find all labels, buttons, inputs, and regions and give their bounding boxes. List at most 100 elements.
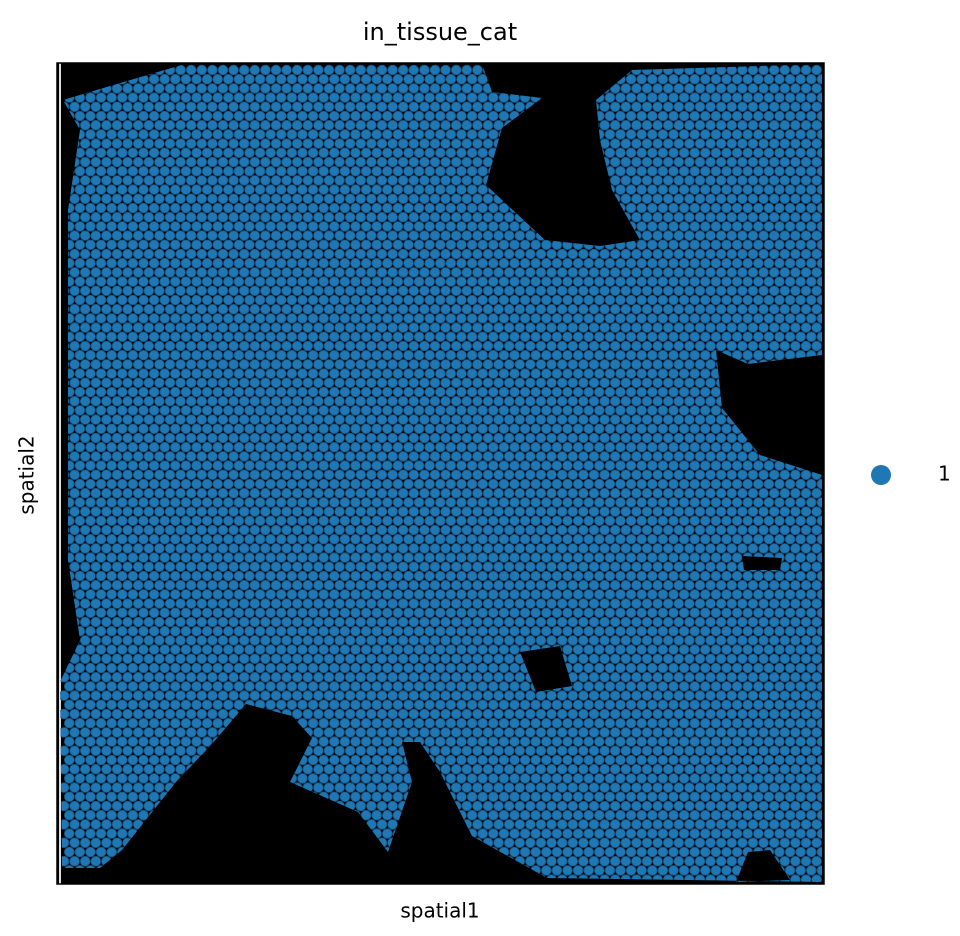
spot — [165, 360, 175, 370]
spot — [435, 350, 445, 360]
spot — [112, 617, 122, 627]
spot — [801, 268, 811, 278]
spot — [255, 93, 265, 103]
spot — [86, 295, 96, 305]
spot — [679, 516, 689, 526]
spot — [457, 387, 467, 397]
spot — [139, 166, 149, 176]
spot — [700, 74, 710, 84]
spot — [80, 599, 90, 609]
spot — [727, 194, 737, 204]
spot — [398, 396, 408, 406]
spot — [420, 84, 430, 94]
spot — [266, 74, 276, 84]
spot — [642, 231, 652, 241]
spot — [192, 369, 202, 379]
spot — [716, 323, 726, 333]
spot — [102, 323, 112, 333]
spot — [292, 176, 302, 186]
spot — [462, 378, 472, 388]
spot — [409, 470, 419, 480]
spot — [732, 277, 742, 287]
spot — [298, 498, 308, 508]
spot — [335, 231, 345, 241]
spot — [653, 139, 663, 149]
spot — [303, 249, 313, 259]
spot — [536, 452, 546, 462]
spot — [435, 571, 445, 581]
spot — [616, 498, 626, 508]
spot — [446, 130, 456, 140]
spot — [425, 571, 435, 581]
spot — [801, 84, 811, 94]
spot — [425, 498, 435, 508]
spot — [435, 332, 445, 342]
spot — [621, 433, 631, 443]
spot — [229, 249, 239, 259]
spot — [335, 544, 345, 554]
spot — [192, 203, 202, 213]
spot — [499, 516, 509, 526]
spot — [610, 415, 620, 425]
spot — [446, 93, 456, 103]
spot — [658, 295, 668, 305]
spot — [282, 194, 292, 204]
spot — [425, 222, 435, 232]
spot — [123, 396, 133, 406]
spot — [796, 314, 806, 324]
spot — [250, 176, 260, 186]
spot — [250, 360, 260, 370]
spot — [340, 424, 350, 434]
spot — [351, 185, 361, 195]
spot — [165, 654, 175, 664]
spot — [478, 461, 488, 471]
spot — [165, 672, 175, 682]
spot — [753, 166, 763, 176]
spot — [451, 452, 461, 462]
spot — [504, 212, 514, 222]
spot — [637, 332, 647, 342]
spot — [632, 507, 642, 517]
spot — [144, 84, 154, 94]
spot — [393, 222, 403, 232]
spot — [817, 590, 827, 600]
spot — [658, 74, 668, 84]
spot — [547, 433, 557, 443]
spot — [117, 93, 127, 103]
spot — [695, 599, 705, 609]
spot — [510, 534, 520, 544]
spot — [107, 240, 117, 250]
spot — [420, 249, 430, 259]
spot — [393, 534, 403, 544]
spot — [356, 562, 366, 572]
spot — [584, 645, 594, 655]
spot — [563, 258, 573, 268]
spot — [700, 93, 710, 103]
spot — [695, 488, 705, 498]
spot — [112, 304, 122, 314]
spot — [393, 590, 403, 600]
spot — [679, 111, 689, 121]
spot — [817, 553, 827, 563]
spot — [208, 636, 218, 646]
spot — [488, 203, 498, 213]
spot — [494, 672, 504, 682]
spot — [462, 396, 472, 406]
spot — [192, 240, 202, 250]
spot — [170, 277, 180, 287]
spot — [478, 222, 488, 232]
spot — [404, 608, 414, 618]
spot — [112, 176, 122, 186]
spot — [716, 507, 726, 517]
spot — [589, 636, 599, 646]
spot — [531, 553, 541, 563]
spot — [753, 682, 763, 692]
spot — [679, 626, 689, 636]
spot — [467, 590, 477, 600]
spot — [785, 277, 795, 287]
spot — [510, 442, 520, 452]
spot — [435, 645, 445, 655]
spot — [239, 654, 249, 664]
spot — [165, 636, 175, 646]
spot — [351, 479, 361, 489]
